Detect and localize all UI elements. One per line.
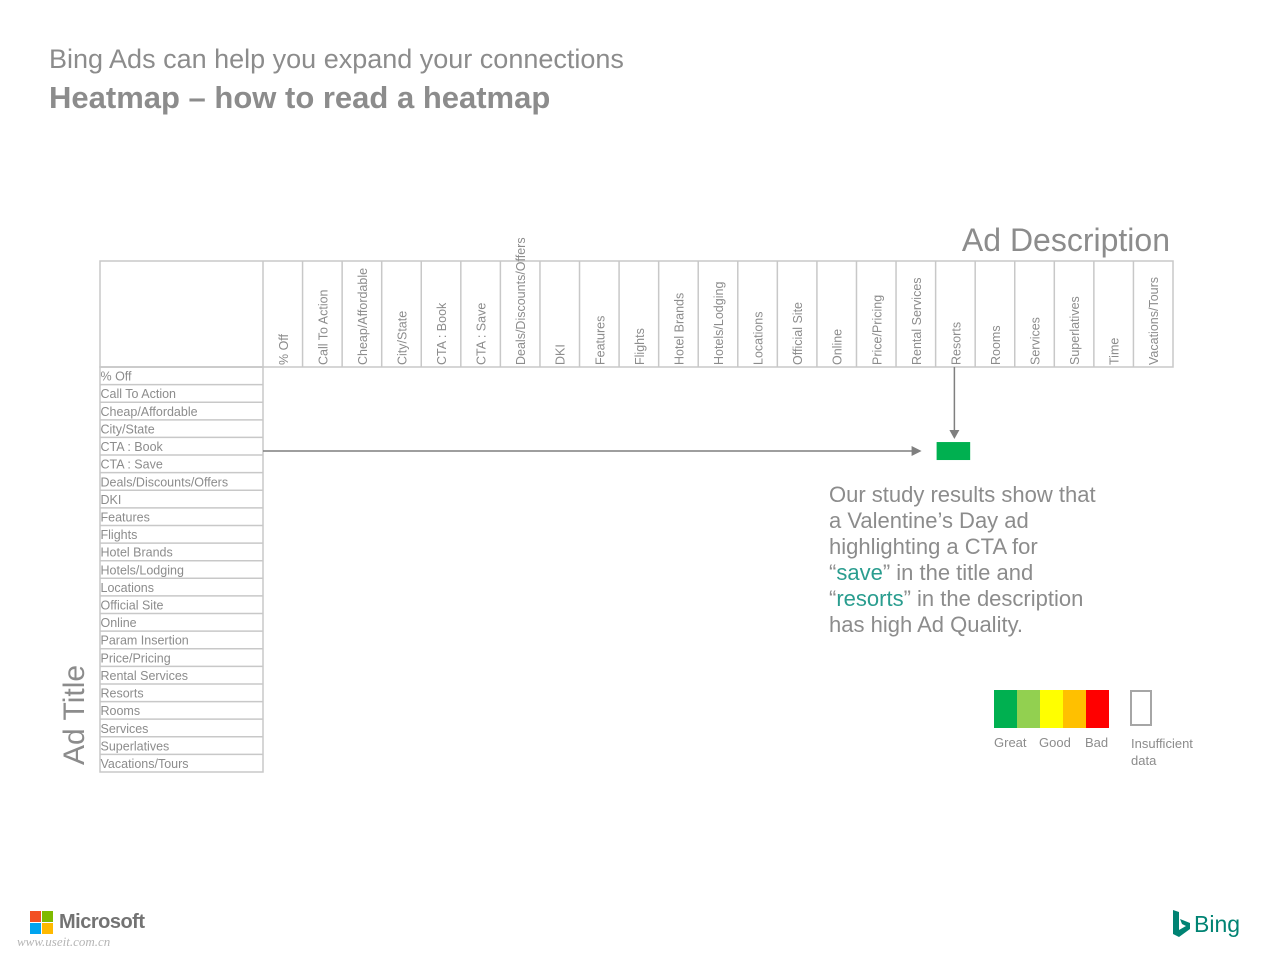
column-label: Vacations/Tours (1147, 277, 1161, 365)
highlight-cell (936, 442, 971, 461)
row-label: Rooms (101, 704, 141, 718)
column-label: Locations (752, 311, 766, 365)
row-label: Cheap/Affordable (101, 405, 198, 419)
row-label: Flights (101, 528, 138, 542)
row-label: Call To Action (101, 387, 177, 401)
column-label: Features (593, 316, 607, 365)
row-label: CTA : Save (101, 458, 163, 472)
column-label: Services (1029, 317, 1043, 365)
row-label: City/State (101, 422, 155, 436)
row-arrowhead (911, 446, 922, 457)
note-quote-open-2: “ (829, 586, 837, 611)
row-label: Features (101, 510, 150, 524)
column-label: Official Site (791, 302, 805, 365)
note-quote-close-2: ” (903, 586, 911, 611)
column-label: Rooms (989, 325, 1003, 365)
legend-label-insufficient: Insufficient data (1131, 736, 1193, 768)
microsoft-logo: Microsoft (30, 911, 145, 934)
study-note: Our study results show that a Valentine’… (829, 482, 1099, 638)
legend-swatch-great (994, 690, 1017, 728)
column-label: CTA : Book (435, 302, 449, 365)
column-label: Time (1108, 338, 1122, 365)
row-label: Locations (101, 581, 155, 595)
page-title: Heatmap – how to read a heatmap (49, 80, 551, 115)
row-label: Official Site (101, 599, 164, 613)
row-label: Online (101, 616, 137, 630)
header-frame (99, 260, 1174, 368)
row-label: Vacations/Tours (101, 757, 189, 771)
legend-label-bad: Bad (1085, 735, 1109, 750)
column-arrowhead (949, 430, 960, 440)
column-label: CTA : Save (475, 303, 489, 365)
watermark: www.useit.com.cn (17, 934, 111, 949)
bing-b-icon (1173, 910, 1190, 937)
microsoft-squares-icon (30, 911, 53, 934)
column-label: Flights (633, 328, 647, 365)
column-label: Rental Services (910, 277, 924, 365)
note-quote-open-1: “ (829, 560, 837, 585)
legend-label-good: Good (1039, 735, 1071, 750)
legend-swatch-good-bad (1063, 690, 1086, 728)
row-label: Resorts (101, 687, 144, 701)
legend-swatch-insufficient (1130, 690, 1152, 726)
note-term-resorts: resorts (836, 586, 904, 611)
row-label: DKI (101, 493, 122, 507)
ad-description-axis-label: Ad Description (961, 222, 1170, 258)
row-label: % Off (101, 370, 133, 384)
row-label: Rental Services (101, 669, 189, 683)
column-label: % Off (277, 333, 291, 365)
column-label: Price/Pricing (870, 295, 884, 365)
quality-legend: Great Good Bad (994, 690, 1109, 750)
column-label: Deals/Discounts/Offers (514, 237, 528, 365)
legend-swatch-good (1040, 690, 1063, 728)
column-label: Cheap/Affordable (356, 268, 370, 365)
page-subtitle: Bing Ads can help you expand your connec… (49, 44, 624, 74)
row-label: Hotel Brands (101, 546, 173, 560)
row-label: Hotels/Lodging (101, 563, 184, 577)
note-quote-close-1: ” (882, 560, 891, 585)
row-label: Superlatives (101, 739, 170, 753)
column-label: DKI (554, 344, 568, 365)
note-text-1: Our study results show that a Valentine’… (829, 482, 1096, 559)
row-label: Services (101, 722, 149, 736)
column-label: Call To Action (316, 289, 330, 365)
note-text-3: in the description has high Ad Quality. (829, 586, 1084, 637)
bing-wordmark: Bing (1194, 910, 1241, 937)
microsoft-wordmark: Microsoft (59, 911, 145, 933)
bing-logo: Bing (1171, 909, 1240, 939)
legend-label-great: Great (994, 735, 1027, 750)
legend-swatch-great-good (1017, 690, 1040, 728)
row-label: Param Insertion (101, 634, 189, 648)
note-term-save: save (836, 560, 883, 585)
row-label: Price/Pricing (101, 651, 171, 665)
column-label: Resorts (949, 322, 963, 365)
column-label: Superlatives (1068, 296, 1082, 365)
column-label: Online (831, 329, 845, 365)
column-label: Hotel Brands (672, 293, 686, 365)
row-label: CTA : Book (101, 440, 164, 454)
note-text-2: in the title and (890, 560, 1034, 585)
column-label: City/State (395, 311, 409, 365)
column-label: Hotels/Lodging (712, 282, 726, 365)
legend-swatch-bad (1086, 690, 1109, 728)
row-label: Deals/Discounts/Offers (101, 475, 229, 489)
